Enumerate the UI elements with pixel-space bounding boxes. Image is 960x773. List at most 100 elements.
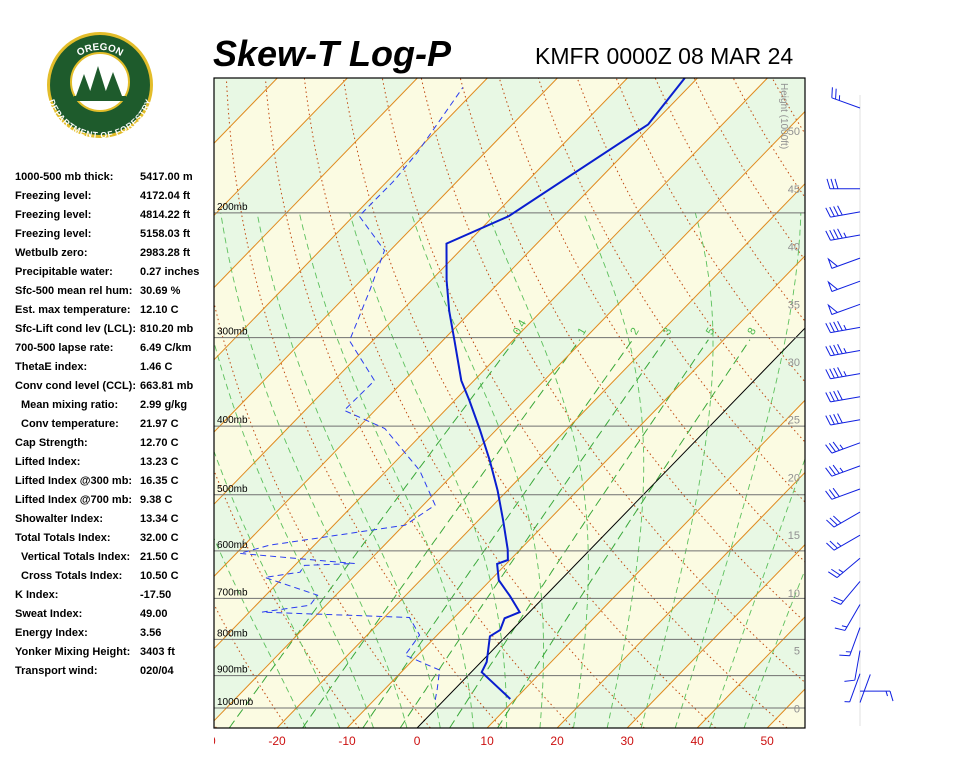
index-label: Cross Totals Index: — [21, 570, 122, 582]
index-value: 12.70 C — [140, 437, 179, 449]
height-tick-label: 5 — [794, 646, 800, 658]
wind-barb — [834, 604, 861, 631]
x-tick-label: 0 — [414, 734, 421, 748]
mixing-ratio-line — [497, 339, 751, 728]
index-label: Precipitable water: — [15, 266, 113, 278]
isotherm — [214, 78, 418, 289]
index-value: 4814.22 ft — [140, 209, 190, 221]
dry-adiabat — [214, 300, 431, 728]
mixing-ratio-label: 8 — [745, 326, 758, 337]
plot-frame — [213, 77, 806, 729]
isotherm — [486, 399, 805, 728]
temperature-band — [837, 78, 960, 728]
x-tick-label: 20 — [550, 734, 564, 748]
mixing-ratio-label: 2 — [628, 326, 641, 337]
moist-adiabat — [487, 212, 589, 728]
index-label: Wetbulb zero: — [15, 247, 88, 259]
dry-adiabat — [850, 78, 960, 728]
index-value: 12.10 C — [140, 304, 179, 316]
title: Skew-T Log-P — [213, 33, 452, 74]
isotherm — [696, 616, 805, 728]
isotherm — [346, 255, 805, 728]
index-value: 6.49 C/km — [140, 342, 192, 354]
height-tick-label: 0 — [794, 703, 800, 715]
wind-barb — [825, 205, 861, 218]
isotherm — [416, 327, 805, 728]
isotherm — [214, 110, 805, 722]
logo-top-text: OREGON — [75, 42, 125, 59]
index-value: 21.50 C — [140, 551, 179, 563]
index-label: Sfc-500 mean rel hum: — [15, 285, 132, 297]
index-label: Lifted Index: — [15, 456, 80, 468]
mixing-ratio-label: 5 — [704, 326, 717, 337]
index-label: Est. max temperature: — [15, 304, 131, 316]
wind-barb — [828, 557, 861, 578]
dry-adiabat — [498, 78, 805, 563]
index-value: 5158.03 ft — [140, 228, 190, 240]
wind-barb — [827, 303, 861, 315]
moist-adiabat — [410, 212, 544, 728]
pressure-label: 600mb — [217, 540, 248, 551]
index-label: Sfc-Lift cond lev (LCL): — [15, 323, 136, 335]
isotherm — [556, 471, 805, 728]
wind-barb — [831, 87, 861, 109]
index-label: Energy Index: — [15, 627, 88, 639]
index-label: Conv cond level (CCL): — [15, 380, 136, 392]
index-value: 663.81 mb — [140, 380, 193, 392]
pressure-label: 700mb — [217, 587, 248, 598]
index-label: Transport wind: — [15, 665, 98, 677]
index-label: Sweat Index: — [15, 608, 82, 620]
index-label: Freezing level: — [15, 209, 91, 221]
mixing-ratio-label: 3 — [661, 326, 674, 337]
index-value: 10.50 C — [140, 570, 179, 582]
index-label: Cap Strength: — [15, 437, 88, 449]
wind-barb — [830, 581, 861, 605]
index-value: 020/04 — [140, 665, 175, 677]
isotherm — [214, 78, 698, 578]
mixing-ratio-line — [228, 339, 516, 728]
wind-barb — [825, 228, 861, 241]
isotherm — [214, 78, 348, 217]
index-label: Lifted Index @300 mb: — [15, 475, 132, 487]
wind-barb — [827, 257, 861, 269]
dry-adiabat — [615, 78, 805, 383]
wind-barb — [825, 367, 861, 380]
index-value: 32.00 C — [140, 532, 179, 544]
mixing-ratio-line — [399, 339, 666, 728]
index-value: 13.23 C — [140, 456, 179, 468]
dry-adiabat — [303, 78, 645, 728]
mixing-ratio-label: 1 — [576, 326, 589, 337]
index-label: Freezing level: — [15, 228, 91, 240]
height-tick-label: 40 — [788, 242, 800, 254]
index-value: 3403 ft — [140, 646, 175, 658]
logo-top-path: OREGON — [75, 42, 125, 59]
pressure-label: 900mb — [217, 665, 248, 676]
index-value: 21.97 C — [140, 418, 179, 430]
isotherm — [214, 78, 768, 650]
index-label: Lifted Index @700 mb: — [15, 494, 132, 506]
temperature-band — [214, 111, 805, 728]
moist-adiabat — [709, 457, 805, 728]
index-label: Conv temperature: — [21, 418, 119, 430]
x-tick-label: -30 — [198, 734, 216, 748]
wind-barb — [825, 320, 861, 334]
height-tick-label: 50 — [788, 126, 800, 138]
pressure-label: 500mb — [217, 484, 248, 495]
x-tick-label: 50 — [761, 734, 775, 748]
isotherm — [276, 182, 805, 728]
wind-barb — [839, 627, 861, 657]
logo-trees — [76, 66, 122, 98]
pressure-label: 200mb — [217, 202, 248, 213]
x-tick-label: -10 — [338, 734, 356, 748]
plot-overlay: 0.4 1 2 3 5 8200mb300mb400mb500mb600mb700mb80… — [217, 83, 894, 726]
index-label: 700-500 lapse rate: — [15, 342, 113, 354]
moist-adiabat — [214, 537, 307, 728]
index-label: Yonker Mixing Height: — [15, 646, 130, 658]
dry-adiabat — [459, 78, 805, 623]
mixing-ratio-line — [449, 339, 709, 728]
height-tick-label: 10 — [788, 588, 800, 600]
index-value: 30.69 % — [140, 285, 181, 297]
x-axis-labels: -30 -20 -10 0 10 20 30 40 50 — [198, 734, 775, 748]
pressure-label: 300mb — [217, 327, 248, 338]
